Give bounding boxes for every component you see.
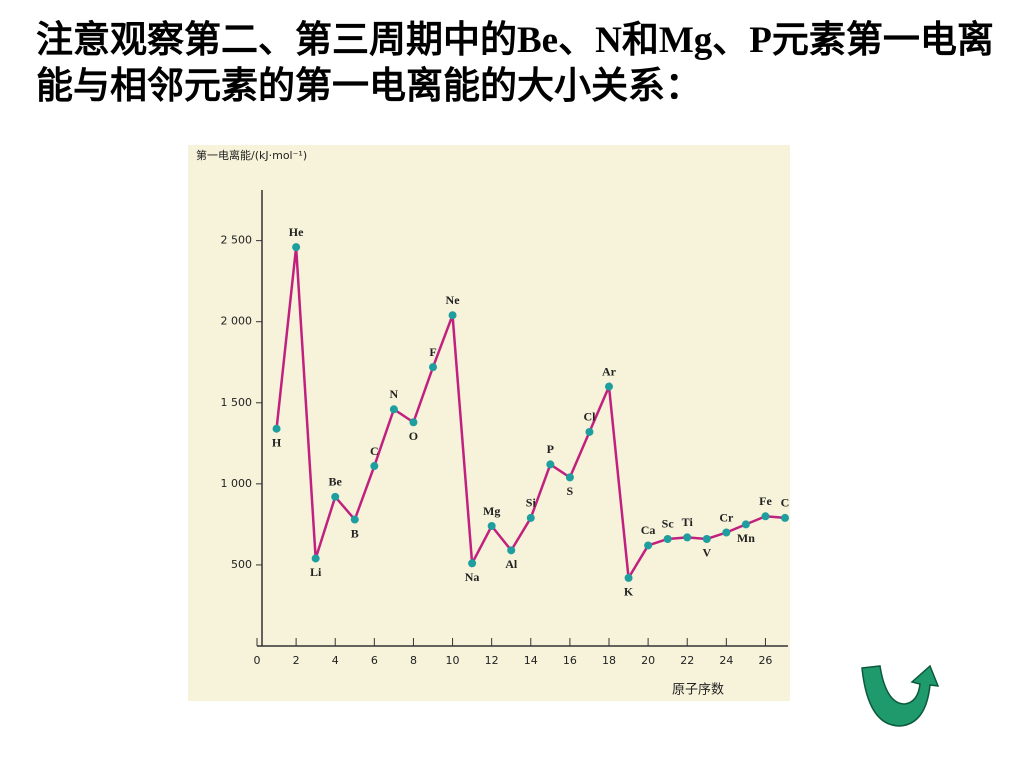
x-tick-label: 8: [410, 654, 417, 667]
arrow-icon[interactable]: [861, 664, 940, 727]
data-point: [565, 473, 574, 482]
data-point: [389, 405, 398, 414]
point-label: Ar: [602, 364, 617, 378]
x-tick-label: 0: [254, 654, 261, 667]
point-label: V: [702, 546, 711, 560]
data-point: [350, 515, 359, 524]
point-label: K: [624, 585, 634, 599]
x-tick-label: 4: [332, 654, 339, 667]
x-tick-label: 16: [563, 654, 577, 667]
point-label: H: [272, 435, 282, 449]
y-tick-label: 2 500: [221, 234, 253, 247]
x-tick-label: 22: [680, 654, 694, 667]
data-point: [409, 418, 418, 427]
point-label: Li: [310, 565, 322, 579]
y-tick-label: 1 500: [221, 396, 253, 409]
data-point: [311, 554, 320, 563]
x-tick-label: 20: [641, 654, 655, 667]
data-point: [331, 492, 340, 501]
y-tick-label: 500: [231, 558, 252, 571]
data-point: [702, 534, 711, 543]
point-label: Sc: [662, 517, 675, 531]
point-label: C: [781, 496, 790, 510]
point-label: Ti: [682, 515, 694, 529]
x-axis-label: 原子序数: [672, 683, 724, 698]
point-label: N: [390, 387, 399, 401]
data-point: [722, 528, 731, 537]
data-point: [272, 424, 281, 433]
y-axis-label: 第一电离能/(kJ·mol⁻¹): [196, 148, 307, 162]
data-point: [468, 559, 477, 568]
data-point: [781, 513, 789, 522]
data-point: [644, 541, 653, 550]
y-tick-label: 2 000: [221, 315, 253, 328]
data-point: [448, 311, 457, 320]
point-label: Fe: [759, 494, 772, 508]
point-label: Cr: [719, 510, 734, 524]
x-tick-label: 10: [446, 654, 460, 667]
slide-title: 注意观察第二、第三周期中的Be、N和Mg、P元素第一电离能与相邻元素的第一电离能…: [36, 20, 994, 107]
chart-background: [188, 145, 790, 701]
data-point: [663, 534, 672, 543]
point-label: Si: [526, 496, 537, 510]
data-point: [585, 427, 594, 436]
data-point: [429, 363, 437, 372]
point-label: P: [547, 442, 554, 456]
point-label: Al: [505, 557, 518, 571]
point-label: F: [429, 345, 436, 359]
data-point: [487, 522, 496, 531]
x-tick-label: 26: [758, 654, 772, 667]
point-label: Ca: [641, 523, 656, 537]
data-point: [683, 533, 692, 542]
data-point: [292, 243, 301, 252]
data-point: [526, 513, 535, 522]
point-label: Mg: [483, 504, 500, 518]
x-tick-label: 14: [524, 654, 538, 667]
data-point: [605, 382, 613, 391]
data-point: [761, 512, 770, 521]
point-label: C: [370, 444, 379, 458]
y-tick-label: 1 000: [221, 477, 253, 490]
x-tick-label: 6: [371, 654, 378, 667]
point-label: Ne: [446, 293, 461, 307]
point-label: He: [289, 225, 304, 239]
point-label: Cl: [583, 410, 596, 424]
data-point: [370, 462, 379, 471]
data-point: [546, 460, 555, 469]
point-label: B: [351, 526, 359, 540]
data-point: [507, 546, 516, 555]
point-label: O: [409, 429, 418, 443]
x-tick-label: 12: [485, 654, 499, 667]
point-label: Na: [465, 570, 480, 584]
data-point: [741, 520, 750, 529]
x-tick-label: 2: [293, 654, 300, 667]
next-arrow[interactable]: [861, 664, 940, 727]
point-label: Be: [329, 475, 343, 489]
x-tick-label: 18: [602, 654, 616, 667]
data-point: [624, 573, 633, 582]
x-tick-label: 24: [719, 654, 733, 667]
point-label: Mn: [737, 531, 755, 545]
point-label: S: [567, 484, 574, 498]
